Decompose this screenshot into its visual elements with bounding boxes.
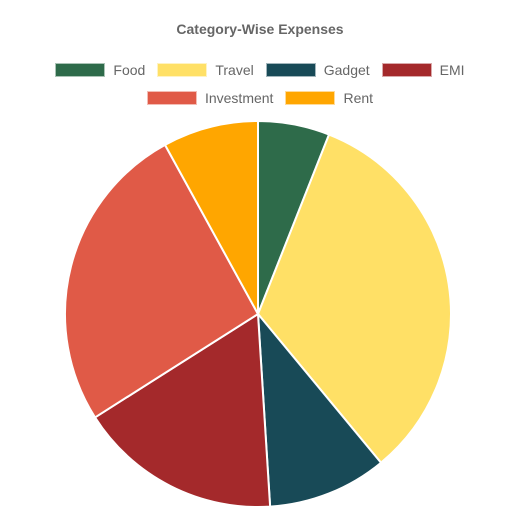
pie-slice-gadget[interactable] (256, 310, 383, 508)
pie-slice-travel[interactable] (256, 133, 452, 465)
legend-label: Rent (343, 90, 374, 106)
pie-slice-rent[interactable] (163, 119, 259, 315)
legend-swatch (265, 63, 316, 77)
legend-swatch (157, 63, 208, 77)
legend-swatch (146, 91, 197, 105)
legend-item-travel[interactable]: Travel (157, 60, 254, 80)
legend-label: Travel (215, 62, 254, 78)
legend-label: Gadget (323, 62, 370, 78)
chart-legend: Food Travel Gadget EMI Investment Rent (20, 60, 500, 108)
legend-swatch (285, 91, 336, 105)
legend-item-rent[interactable]: Rent (285, 88, 373, 108)
legend-item-food[interactable]: Food (55, 60, 145, 80)
legend-swatch (381, 63, 432, 77)
chart-title: Category-Wise Expenses (176, 21, 344, 37)
legend-label: Food (113, 62, 146, 78)
pie-slice-investment[interactable] (64, 143, 260, 419)
legend-label: EMI (439, 62, 465, 78)
legend-label: Investment (204, 90, 274, 106)
legend-item-investment[interactable]: Investment (146, 88, 274, 108)
pie-slice-emi[interactable] (93, 312, 272, 508)
legend-item-gadget[interactable]: Gadget (265, 60, 370, 80)
legend-swatch (55, 63, 106, 77)
legend-item-emi[interactable]: EMI (381, 60, 465, 80)
